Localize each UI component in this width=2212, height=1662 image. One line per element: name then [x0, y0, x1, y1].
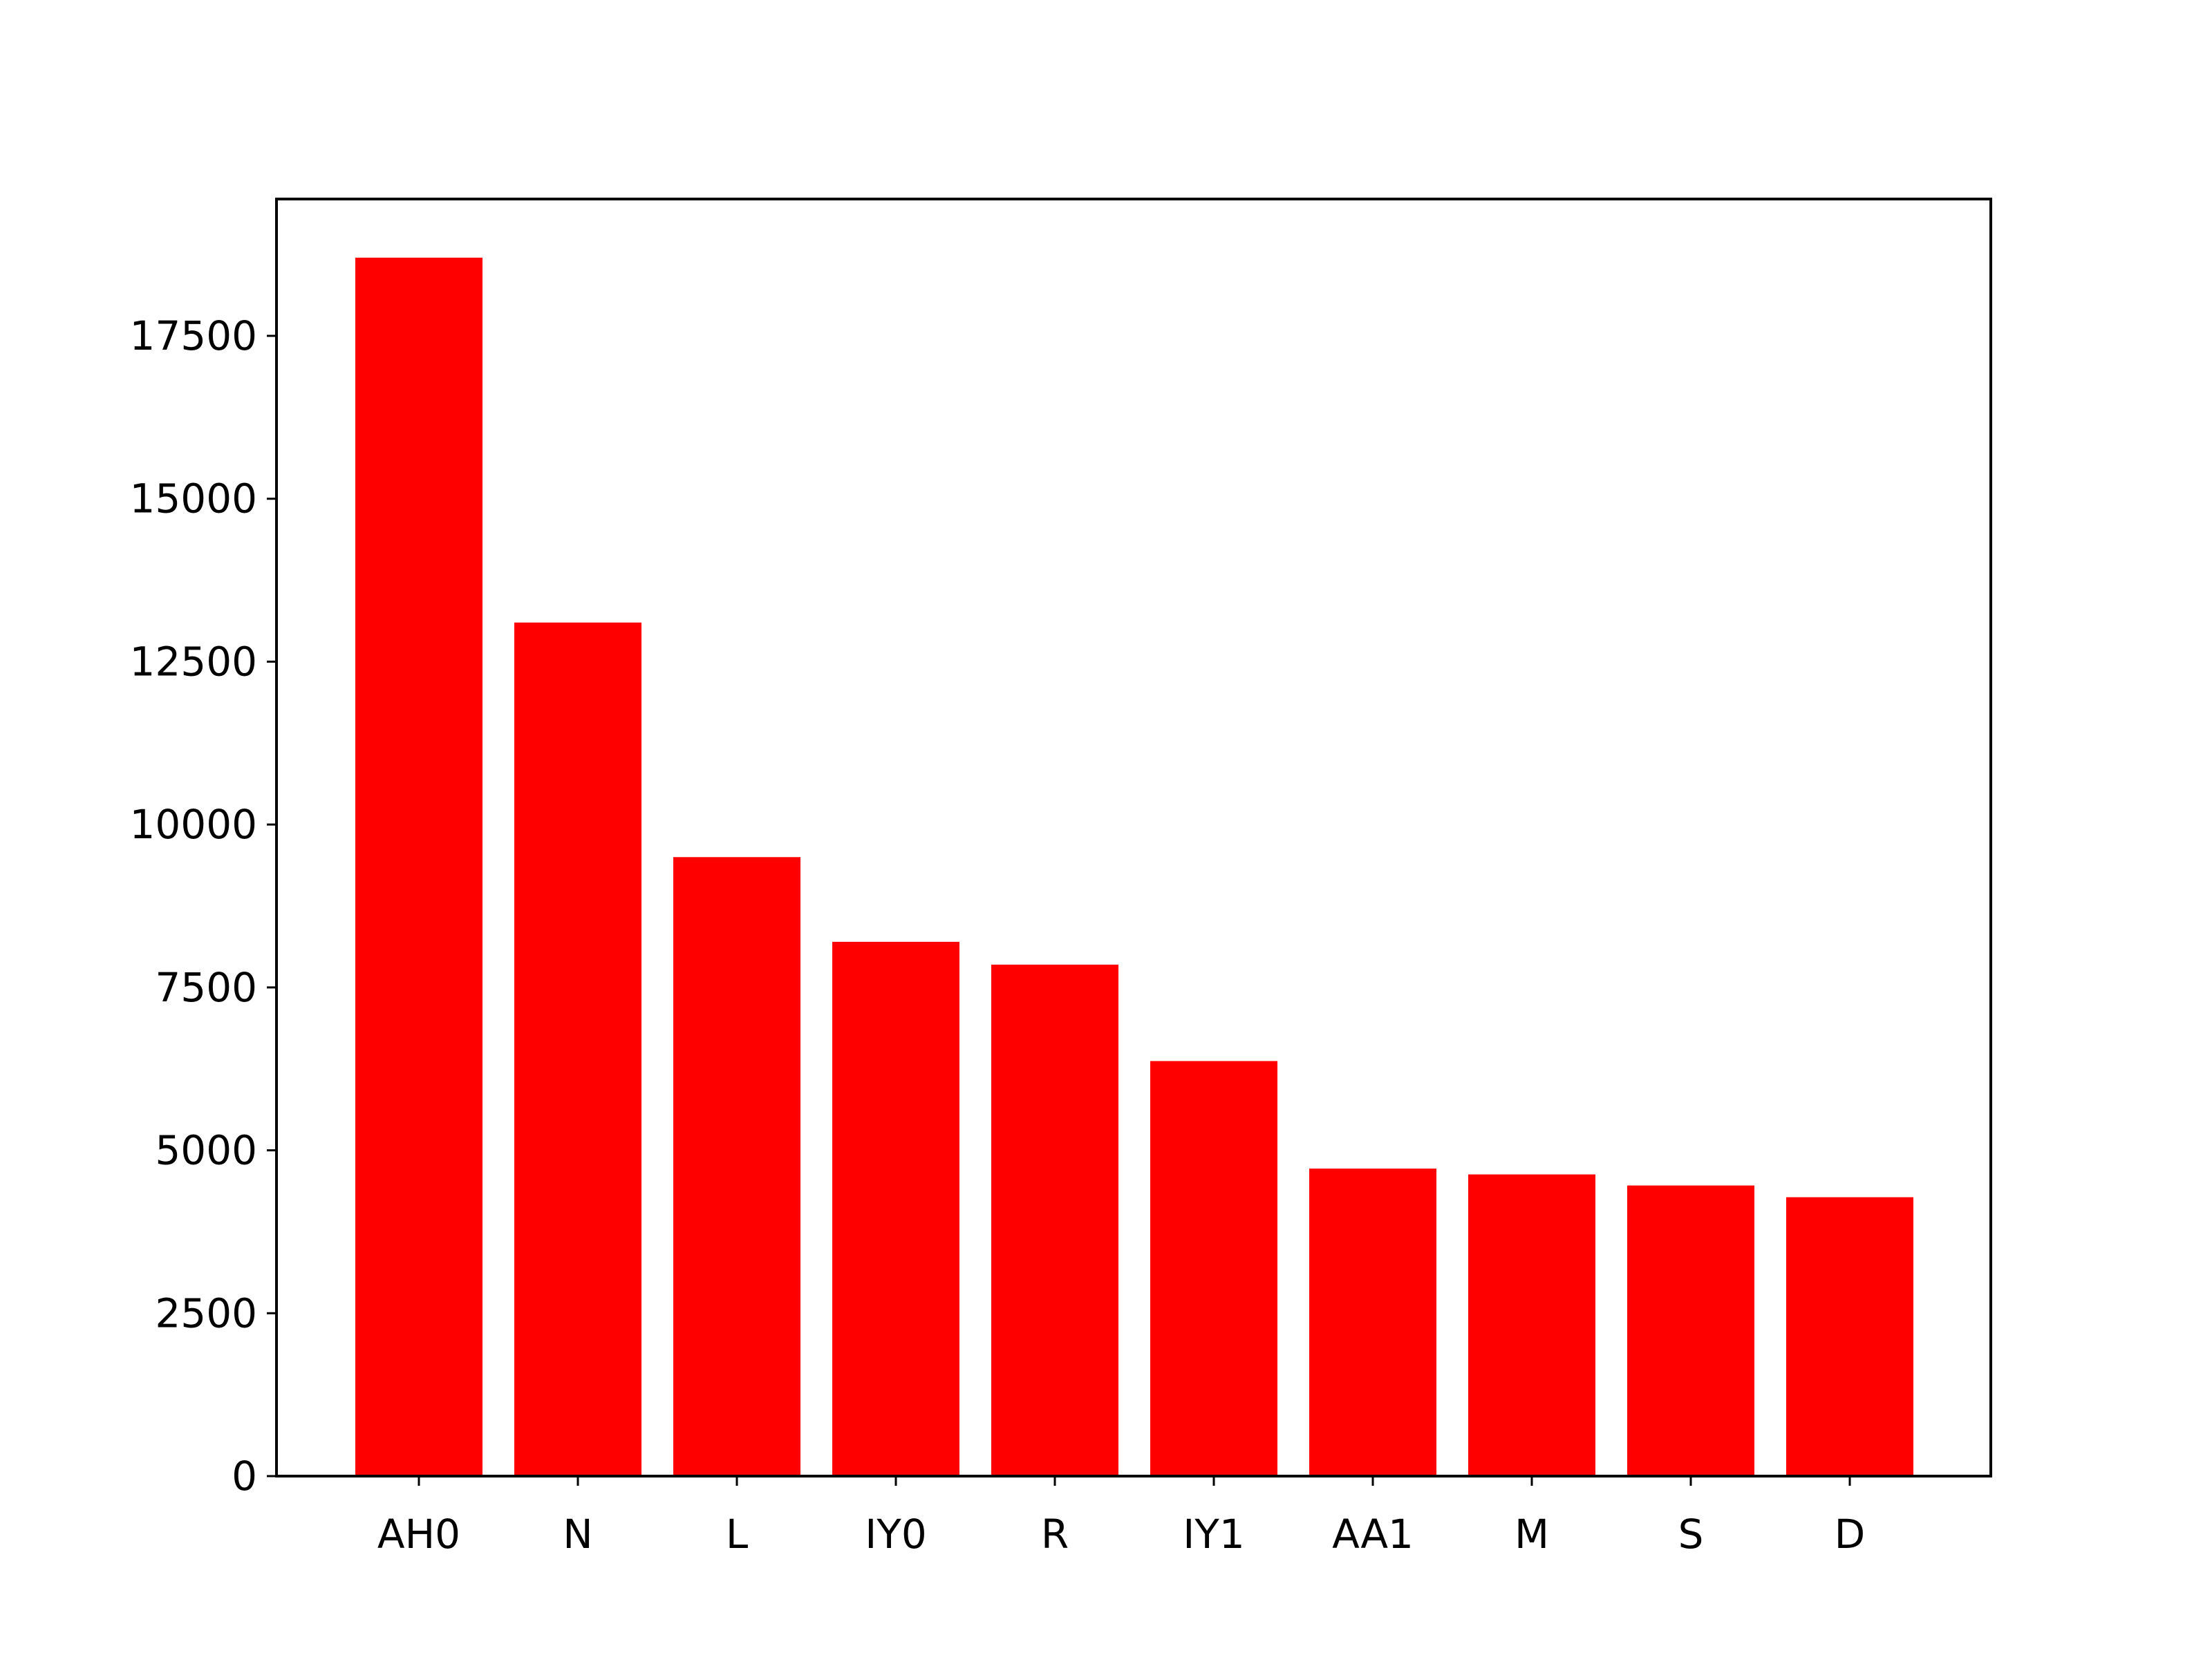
- y-tick-label: 17500: [129, 312, 257, 359]
- bar-m: [1468, 1174, 1595, 1476]
- x-tick-label: D: [1835, 1511, 1866, 1558]
- y-tick-label: 12500: [129, 638, 257, 685]
- y-tick-label: 10000: [129, 801, 257, 848]
- bar-n: [514, 622, 641, 1476]
- y-tick-label: 5000: [155, 1127, 257, 1174]
- x-tick-label: L: [726, 1511, 748, 1558]
- x-tick-label: AA1: [1332, 1511, 1414, 1558]
- bar-iy1: [1150, 1061, 1277, 1476]
- bar-d: [1786, 1197, 1913, 1476]
- bar-s: [1627, 1185, 1754, 1476]
- y-tick-label: 15000: [129, 475, 257, 522]
- y-tick-label: 0: [232, 1453, 257, 1500]
- bars-layer: [355, 257, 1913, 1476]
- y-tick-label: 2500: [155, 1290, 257, 1337]
- plot-frame: [275, 198, 1992, 1477]
- bar-aa1: [1309, 1168, 1436, 1476]
- x-tick-label: IY1: [1183, 1511, 1244, 1558]
- bar-r: [991, 964, 1118, 1476]
- x-tick-label: S: [1678, 1511, 1704, 1558]
- y-tick-label: 7500: [155, 964, 257, 1011]
- y-axis-ticks: 0 2500 5000 7500 10000 12500 15000 17500: [129, 312, 276, 1500]
- bar-l: [673, 857, 800, 1476]
- x-tick-label: AH0: [377, 1511, 460, 1558]
- x-axis-ticks: AH0 N L IY0 R IY1 AA1 M S D: [377, 1476, 1865, 1558]
- x-tick-label: M: [1515, 1511, 1549, 1558]
- x-tick-label: R: [1041, 1511, 1069, 1558]
- bar-ah0: [355, 257, 482, 1476]
- bar-iy0: [832, 941, 959, 1476]
- x-tick-label: N: [563, 1511, 592, 1558]
- x-tick-label: IY0: [865, 1511, 926, 1558]
